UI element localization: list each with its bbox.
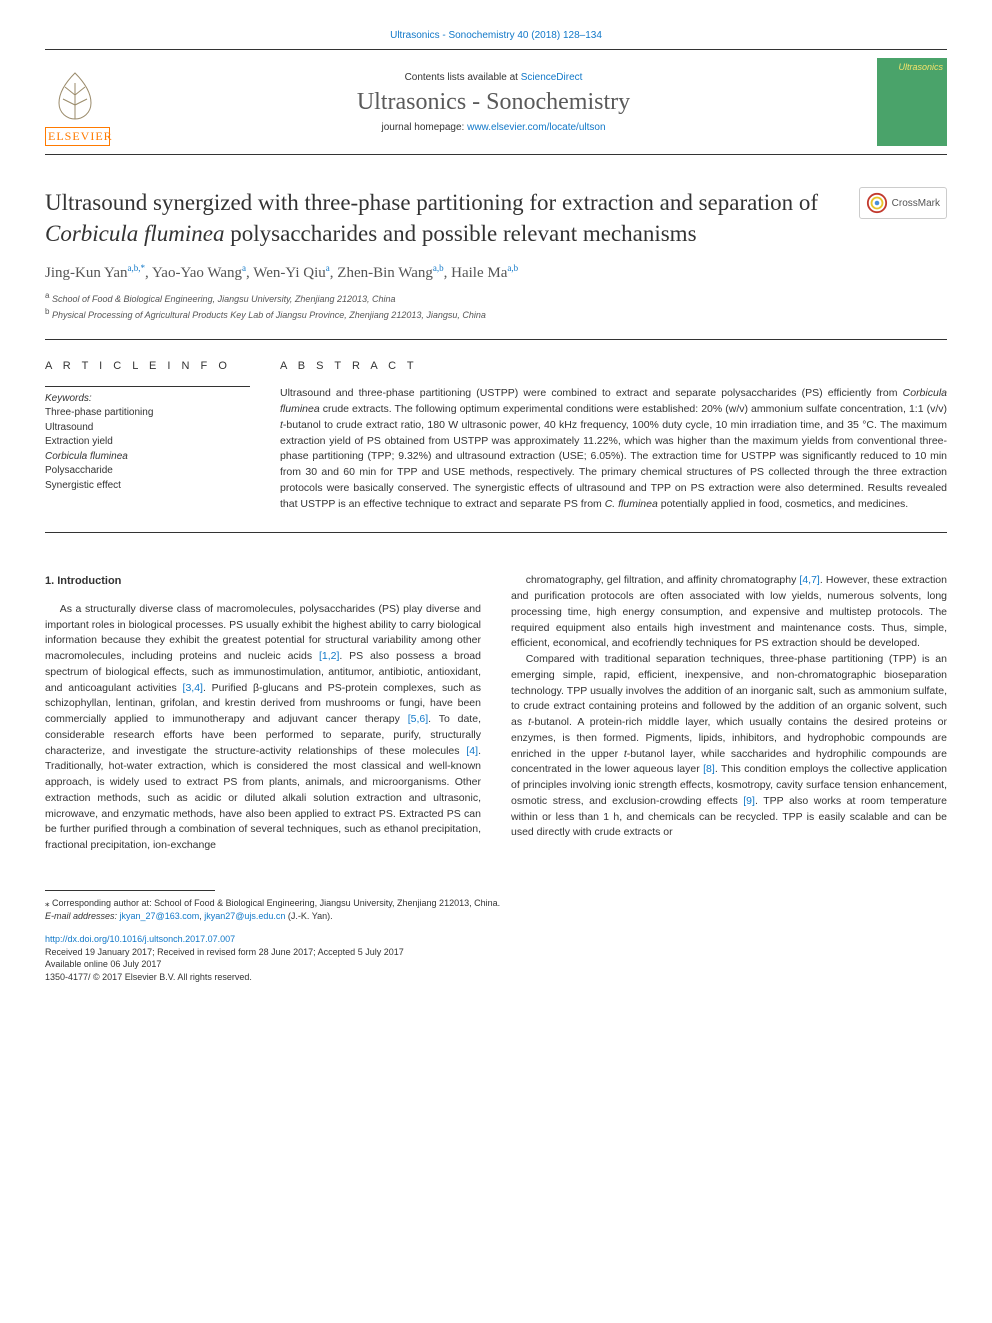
info-abstract-row: A R T I C L E I N F O Keywords: Three-ph… <box>45 360 947 533</box>
email-line: E-mail addresses: jkyan_27@163.com, jkya… <box>45 910 947 924</box>
corresponding-note: ⁎ Corresponding author at: School of Foo… <box>45 897 947 911</box>
article-title: Ultrasound synergized with three-phase p… <box>45 187 839 249</box>
crossmark-badge[interactable]: CrossMark <box>859 187 947 219</box>
received-line: Received 19 January 2017; Received in re… <box>45 946 947 959</box>
affiliations: a School of Food & Biological Engineerin… <box>45 290 947 321</box>
keyword-item: Ultrasound <box>45 421 250 436</box>
journal-header: ELSEVIER Contents lists available at Sci… <box>45 49 947 155</box>
body-col-left: 1. Introduction As a structurally divers… <box>45 573 481 854</box>
article-info: A R T I C L E I N F O Keywords: Three-ph… <box>45 360 250 512</box>
homepage-link[interactable]: www.elsevier.com/locate/ultson <box>467 122 605 133</box>
contents-prefix: Contents lists available at <box>405 72 521 83</box>
keywords-list: Three-phase partitioningUltrasoundExtrac… <box>45 406 250 493</box>
body-paragraph: Compared with traditional separation tec… <box>511 652 947 841</box>
aff-key-a: a <box>45 291 49 300</box>
aff-key-b: b <box>45 307 49 316</box>
section-1-heading: 1. Introduction <box>45 573 481 590</box>
header-center: Contents lists available at ScienceDirec… <box>110 58 877 146</box>
email-label: E-mail addresses: <box>45 911 120 921</box>
email-1[interactable]: jkyan_27@163.com <box>120 911 200 921</box>
cover-label: Ultrasonics <box>898 62 943 72</box>
title-species: Corbicula fluminea <box>45 221 225 246</box>
available-line: Available online 06 July 2017 <box>45 958 947 971</box>
publisher-logo: ELSEVIER <box>45 58 110 146</box>
footnotes: ⁎ Corresponding author at: School of Foo… <box>45 897 947 924</box>
abstract: A B S T R A C T Ultrasound and three-pha… <box>280 360 947 512</box>
body-columns: 1. Introduction As a structurally divers… <box>45 573 947 854</box>
elsevier-wordmark: ELSEVIER <box>45 127 110 146</box>
abs-part-2: crude extracts. The following optimum ex… <box>320 403 947 415</box>
title-block: Ultrasound synergized with three-phase p… <box>45 187 947 249</box>
body-col-right: chromatography, gel filtration, and affi… <box>511 573 947 854</box>
email-attr: (J.-K. Yan). <box>285 911 332 921</box>
email-2[interactable]: jkyan27@ujs.edu.cn <box>204 911 285 921</box>
abstract-heading: A B S T R A C T <box>280 360 947 372</box>
abs-species-2: C. fluminea <box>605 498 658 510</box>
keyword-item: Extraction yield <box>45 435 250 450</box>
running-head-link[interactable]: Ultrasonics - Sonochemistry 40 (2018) 12… <box>390 30 602 41</box>
journal-name: Ultrasonics - Sonochemistry <box>110 89 877 116</box>
contents-line: Contents lists available at ScienceDirec… <box>110 72 877 83</box>
keyword-item: Synergistic effect <box>45 479 250 494</box>
running-head: Ultrasonics - Sonochemistry 40 (2018) 12… <box>45 30 947 41</box>
keyword-item: Corbicula fluminea <box>45 450 250 465</box>
copyright-line: 1350-4177/ © 2017 Elsevier B.V. All righ… <box>45 971 947 984</box>
homepage-prefix: journal homepage: <box>381 122 467 133</box>
crossmark-label: CrossMark <box>892 198 940 209</box>
elsevier-tree-icon <box>45 65 105 125</box>
footnote-rule <box>45 890 215 891</box>
sciencedirect-link[interactable]: ScienceDirect <box>521 72 583 83</box>
body-paragraph: chromatography, gel filtration, and affi… <box>511 573 947 652</box>
article-info-heading: A R T I C L E I N F O <box>45 360 250 372</box>
homepage-line: journal homepage: www.elsevier.com/locat… <box>110 122 877 133</box>
keyword-item: Three-phase partitioning <box>45 406 250 421</box>
abs-part-4: -butanol to crude extract ratio, 180 W u… <box>280 419 947 510</box>
title-part-2: polysaccharides and possible relevant me… <box>225 221 697 246</box>
col1-paragraphs: As a structurally diverse class of macro… <box>45 602 481 854</box>
col2-paragraphs: chromatography, gel filtration, and affi… <box>511 573 947 841</box>
aff-text-b: Physical Processing of Agricultural Prod… <box>52 310 486 320</box>
author-list: Jing-Kun Yana,b,*, Yao-Yao Wanga, Wen-Yi… <box>45 263 947 282</box>
doi-link[interactable]: http://dx.doi.org/10.1016/j.ultsonch.201… <box>45 934 947 944</box>
keywords-label: Keywords: <box>45 386 250 404</box>
affiliation-a: a School of Food & Biological Engineerin… <box>45 290 947 306</box>
affiliation-b: b Physical Processing of Agricultural Pr… <box>45 306 947 322</box>
body-paragraph: As a structurally diverse class of macro… <box>45 602 481 854</box>
aff-text-a: School of Food & Biological Engineering,… <box>52 294 396 304</box>
crossmark-icon <box>866 192 888 214</box>
abs-part-0: Ultrasound and three-phase partitioning … <box>280 387 903 399</box>
abs-part-6: potentially applied in food, cosmetics, … <box>658 498 908 510</box>
abstract-text: Ultrasound and three-phase partitioning … <box>280 386 947 512</box>
section-rule <box>45 339 947 340</box>
journal-cover-thumb: Ultrasonics <box>877 58 947 146</box>
title-part-0: Ultrasound synergized with three-phase p… <box>45 190 818 215</box>
publication-info: Received 19 January 2017; Received in re… <box>45 946 947 984</box>
keyword-item: Polysaccharide <box>45 464 250 479</box>
